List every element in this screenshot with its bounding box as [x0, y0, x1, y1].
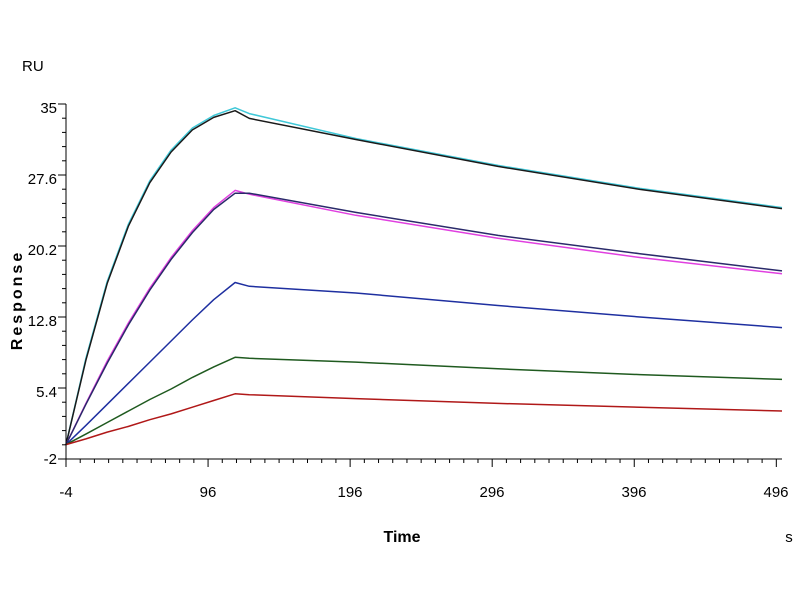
series-line-7 [65, 393, 783, 446]
x-axis-title: Time [383, 529, 420, 546]
series-line-5 [65, 281, 783, 446]
y-tick-label: 35 [40, 100, 57, 117]
x-tick-label: 196 [337, 484, 362, 501]
y-tick-label: 20.2 [28, 242, 57, 259]
series-line-1 [65, 107, 783, 445]
x-tick-label: 396 [621, 484, 646, 501]
y-axis-title: Response [9, 250, 26, 350]
y-tick-labels: 35 27.6 20.2 12.8 5.4 -2 [28, 100, 57, 468]
x-tick-label: 96 [200, 484, 217, 501]
series-line-6 [65, 356, 783, 446]
y-tick-label: 5.4 [36, 384, 57, 401]
series-line-2 [65, 109, 783, 445]
y-tick-label: -2 [44, 451, 57, 468]
y-unit-label: RU [22, 58, 44, 75]
y-tick-label: 12.8 [28, 313, 57, 330]
x-tick-labels: -4 96 196 296 396 496 [59, 484, 788, 501]
x-unit-label: s [785, 529, 793, 546]
series-group [65, 107, 783, 446]
series-line-3 [65, 189, 783, 445]
x-tick-label: -4 [59, 484, 72, 501]
minor-ticks [58, 103, 777, 467]
y-tick-label: 27.6 [28, 171, 57, 188]
series-line-4 [65, 192, 783, 445]
x-tick-label: 296 [479, 484, 504, 501]
x-tick-label: 496 [763, 484, 788, 501]
